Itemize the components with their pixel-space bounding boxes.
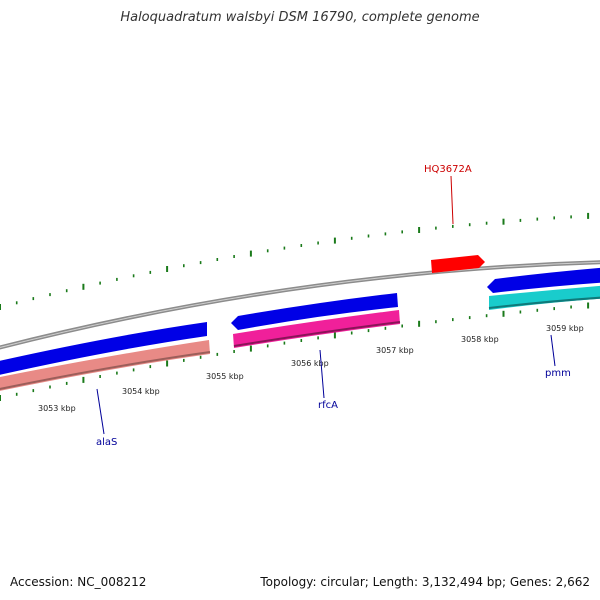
leader-line-alaS — [96, 388, 105, 435]
inner-tick-track — [0, 302, 590, 401]
gene-label-pmm[interactable]: pmm — [545, 368, 571, 379]
leader-line-hq3672a — [450, 175, 454, 225]
scale-label-3057: 3057 kbp — [376, 346, 414, 355]
gene-label-hq3672a[interactable]: HQ3672A — [424, 164, 472, 175]
gene-label-rfcA[interactable]: rfcA — [318, 400, 338, 411]
gene-feature-rfcA[interactable] — [233, 310, 400, 348]
leader-line-pmm — [550, 334, 556, 367]
gene-feature-forward-1[interactable] — [0, 322, 207, 377]
scale-label-3055: 3055 kbp — [206, 372, 244, 381]
gene-feature-hq3672a[interactable] — [431, 255, 485, 273]
gene-label-alaS[interactable]: alaS — [96, 437, 117, 448]
gene-feature-pmm[interactable] — [489, 285, 600, 310]
map-title: Haloquadratum walsbyi DSM 16790, complet… — [120, 10, 480, 25]
scale-label-3054: 3054 kbp — [122, 387, 160, 396]
accession-text: Accession: NC_008212 — [10, 575, 147, 589]
genome-summary-text: Topology: circular; Length: 3,132,494 bp… — [260, 575, 590, 589]
gene-feature-forward-2[interactable] — [231, 293, 398, 330]
gene-feature-rfcA-edge — [233, 321, 401, 347]
outer-tick-track — [0, 212, 590, 310]
genome-backbone-inner — [0, 261, 600, 348]
gene-feature-forward-3[interactable] — [487, 267, 600, 293]
gene-feature-pmm-edge — [488, 296, 600, 309]
leader-line-rfcA — [319, 349, 325, 399]
scale-label-3059: 3059 kbp — [546, 324, 584, 333]
scale-label-3053: 3053 kbp — [38, 404, 76, 413]
gene-feature-alaS-edge — [0, 351, 211, 390]
scale-label-3058: 3058 kbp — [461, 335, 499, 344]
scale-label-3056: 3056 kbp — [291, 359, 329, 368]
